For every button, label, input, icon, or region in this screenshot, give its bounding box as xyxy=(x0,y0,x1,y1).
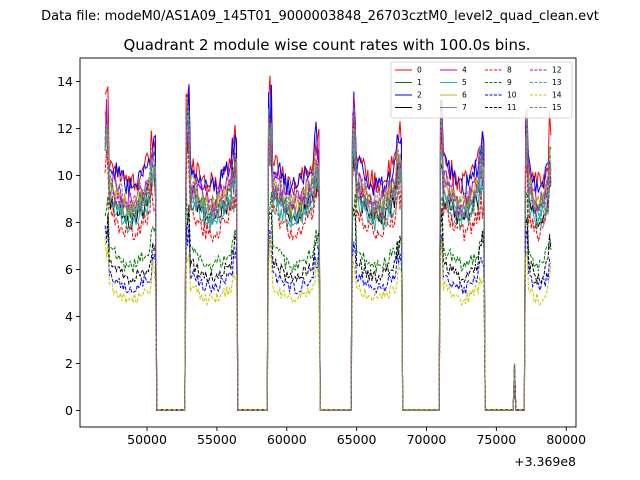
legend-label-14: 14 xyxy=(552,91,562,100)
x-tick-label-80000: 80000 xyxy=(546,432,586,447)
axes-layer: 50000 55000 60000 65000 70000 75000 80000 +3.36… xyxy=(57,57,586,469)
legend-label-3: 3 xyxy=(417,103,422,112)
chart-suptitle: Data file: modeM0/AS1A09_145T01_90000038… xyxy=(41,9,599,24)
y-tick-label-0: 0 xyxy=(65,403,73,418)
legend-label-11: 11 xyxy=(507,103,517,112)
axes-frame xyxy=(79,57,577,428)
legend-label-12: 12 xyxy=(552,66,562,75)
x-tick-label-65000: 65000 xyxy=(337,432,377,447)
chart-title: Quadrant 2 module wise count rates with … xyxy=(123,36,530,54)
y-tick-label-10: 10 xyxy=(57,168,73,183)
legend-label-5: 5 xyxy=(462,78,467,87)
series-layer xyxy=(104,75,552,411)
y-tick-label-2: 2 xyxy=(65,356,73,371)
x-tick-label-75000: 75000 xyxy=(476,432,516,447)
series-line-14 xyxy=(104,234,552,411)
legend-label-15: 15 xyxy=(552,103,562,112)
x-tick-label-60000: 60000 xyxy=(267,432,307,447)
legend-label-8: 8 xyxy=(507,66,512,75)
x-tick-label-55000: 55000 xyxy=(197,432,237,447)
series-line-8 xyxy=(104,134,552,411)
legend-label-9: 9 xyxy=(507,78,512,87)
legend-label-7: 7 xyxy=(462,103,467,112)
legend-label-6: 6 xyxy=(462,91,467,100)
y-tick-label-14: 14 xyxy=(57,74,73,89)
y-tick-label-6: 6 xyxy=(65,262,73,277)
y-tick-label-4: 4 xyxy=(65,309,73,324)
legend-box xyxy=(390,61,573,119)
x-tick-label-50000: 50000 xyxy=(127,432,167,447)
legend-label-13: 13 xyxy=(552,78,562,87)
legend-label-4: 4 xyxy=(462,66,467,75)
x-tick-label-70000: 70000 xyxy=(407,432,447,447)
legend-label-2: 2 xyxy=(417,91,422,100)
legend-label-10: 10 xyxy=(507,91,517,100)
y-tick-label-8: 8 xyxy=(65,215,73,230)
legend-label-0: 0 xyxy=(417,66,422,75)
legend-label-1: 1 xyxy=(417,78,422,87)
y-tick-label-12: 12 xyxy=(57,121,73,136)
x-offset-label: +3.369e8 xyxy=(514,454,576,469)
series-line-15 xyxy=(104,101,552,411)
